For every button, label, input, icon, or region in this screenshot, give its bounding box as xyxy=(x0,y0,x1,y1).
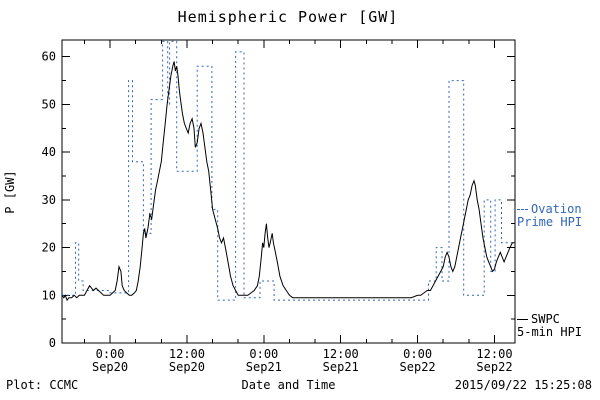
x-tick-label-date: Sep20 xyxy=(169,360,205,374)
chart-title: Hemispheric Power [GW] xyxy=(177,8,399,26)
x-axis-label: Date and Time xyxy=(241,378,336,392)
y-tick-label: 20 xyxy=(42,241,56,255)
timestamp-text: 2015/09/22 15:25:08 xyxy=(454,378,592,392)
plot-source-text: Plot: CCMC xyxy=(6,378,79,392)
legend-ovation-prime-hpi: Ovation Prime HPI xyxy=(517,203,599,229)
legend-line-2: Prime HPI xyxy=(517,215,583,229)
x-tick-label-date: Sep22 xyxy=(400,360,436,374)
x-tick-label-time: 12:00 xyxy=(169,347,205,361)
x-tick-label-time: 0:00 xyxy=(403,347,432,361)
x-tick-label-time: 0:00 xyxy=(96,347,125,361)
series-line-swpc-5-min-hpi xyxy=(62,61,515,302)
legend-line-2: 5-min HPI xyxy=(517,325,583,339)
x-tick-label-date: Sep22 xyxy=(476,360,512,374)
y-tick-label: 30 xyxy=(42,193,56,207)
x-tick-label-date: Sep21 xyxy=(246,360,282,374)
y-tick-label: 40 xyxy=(42,145,56,159)
y-tick-label: 50 xyxy=(42,97,56,111)
x-tick-label-time: 12:00 xyxy=(323,347,359,361)
y-tick-label: 10 xyxy=(42,288,56,302)
axes-box xyxy=(61,39,516,344)
legend-line-1: Ovation xyxy=(517,203,599,216)
x-tick-label-date: Sep20 xyxy=(92,360,128,374)
x-tick-label-time: 0:00 xyxy=(249,347,278,361)
legend-line-1: SWPC xyxy=(517,313,599,326)
x-tick-label-date: Sep21 xyxy=(323,360,359,374)
solid-line-sample-icon xyxy=(517,319,528,320)
dashed-line-sample-icon xyxy=(517,209,528,210)
y-tick-label: 60 xyxy=(42,50,56,64)
y-axis-label: P [GW] xyxy=(3,170,17,214)
y-tick-label: 0 xyxy=(49,336,56,350)
series-line-ovation-prime-hpi xyxy=(62,40,515,301)
x-tick-label-time: 12:00 xyxy=(476,347,512,361)
legend-swpc-5min-hpi: SWPC 5-min HPI xyxy=(517,313,599,339)
